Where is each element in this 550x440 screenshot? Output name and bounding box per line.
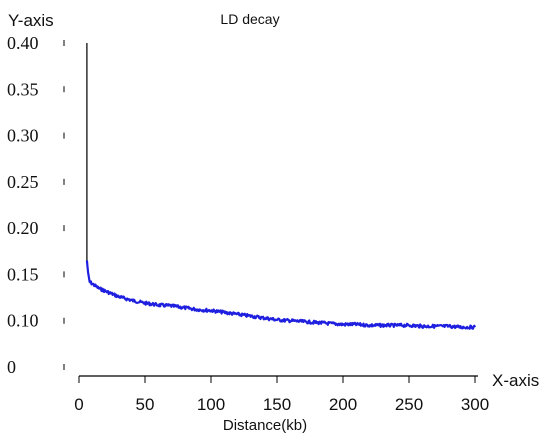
x-tick-label: 150 (263, 395, 291, 414)
x-tick-label: 200 (329, 395, 357, 414)
series-group (85, 43, 476, 330)
y-tick-label: 0.30 (7, 126, 39, 146)
x-tick-label: 100 (197, 395, 225, 414)
y-axis-name: Y-axis (8, 11, 54, 30)
x-axis-name: X-axis (492, 371, 539, 390)
y-tick-group: 0 0.10 0.15 0.20 0.25 0.30 0.35 0.40 (7, 33, 65, 377)
y-tick-label: 0.40 (7, 33, 39, 53)
y-tick-label: 0.15 (7, 264, 39, 284)
x-axis-label: Distance(kb) (223, 417, 307, 434)
x-tick-label: 250 (395, 395, 423, 414)
x-tick-label: 300 (461, 395, 489, 414)
y-tick-label: 0.25 (7, 172, 39, 192)
ld-decay-series-line (85, 260, 476, 330)
y-tick-label: 0.10 (7, 311, 39, 331)
x-tick-label: 50 (136, 395, 155, 414)
x-tick-group: 0 50 100 150 200 250 300 (74, 376, 489, 414)
x-tick-label: 0 (74, 395, 83, 414)
y-tick-label: 0 (7, 357, 16, 377)
chart-title: LD decay (220, 11, 279, 27)
y-tick-label: 0.20 (7, 218, 39, 238)
y-tick-label: 0.35 (7, 79, 39, 99)
